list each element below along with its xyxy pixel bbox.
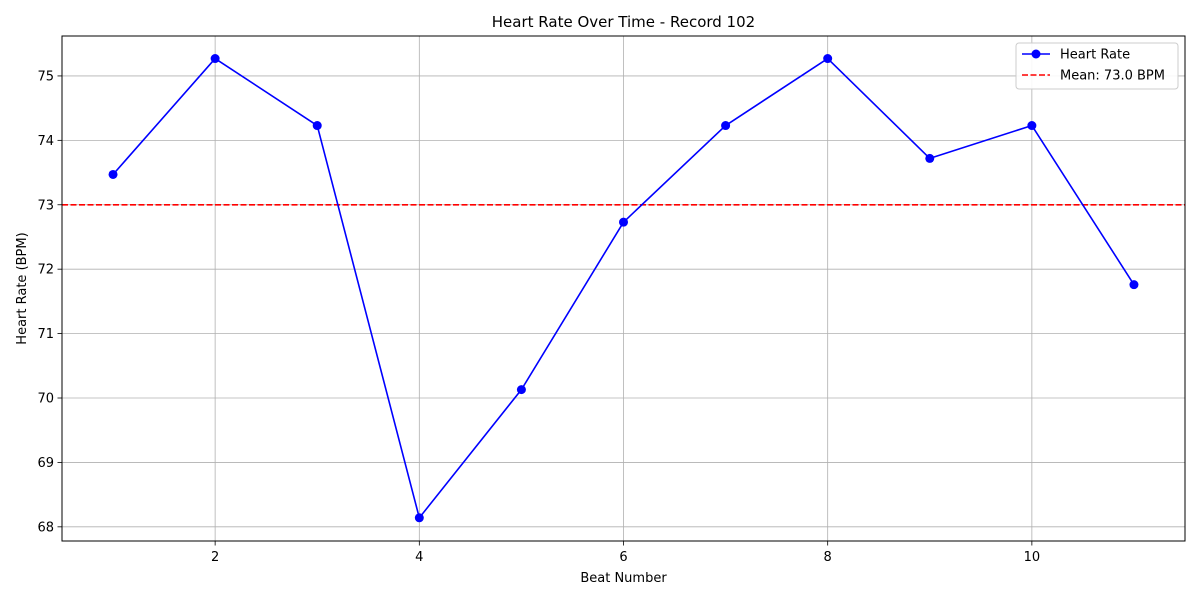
heart-rate-point [823, 54, 833, 64]
y-axis: 68 69 70 71 72 73 74 75 [37, 69, 62, 535]
heart-rate-point [108, 169, 118, 179]
legend: Heart Rate Mean: 73.0 BPM [1015, 42, 1179, 90]
y-tick-label: 71 [37, 327, 54, 342]
x-tick-label: 2 [211, 550, 219, 565]
legend-mean-label: Mean: 73.0 BPM [1060, 69, 1165, 84]
heart-rate-point [312, 121, 322, 131]
y-tick-label: 75 [37, 69, 54, 84]
plot-area [61, 35, 1186, 542]
x-axis: 2 4 6 8 10 [211, 541, 1040, 565]
heart-rate-point [925, 153, 935, 163]
y-tick-label: 68 [37, 520, 54, 535]
y-tick-label: 72 [37, 263, 54, 278]
x-tick-label: 4 [415, 550, 423, 565]
heart-rate-point [1129, 280, 1139, 290]
x-tick-label: 10 [1024, 550, 1041, 565]
heart-rate-point [210, 54, 220, 64]
y-tick-label: 73 [37, 198, 54, 213]
heart-rate-point [619, 217, 628, 227]
y-tick-label: 69 [37, 456, 54, 471]
heart-rate-point [721, 121, 731, 131]
heart-rate-point [414, 513, 424, 523]
x-axis-label: Beat Number [580, 571, 667, 586]
y-axis-label: Heart Rate (BPM) [15, 232, 30, 344]
y-tick-label: 74 [37, 134, 54, 149]
legend-series-marker [1031, 49, 1041, 59]
y-tick-label: 70 [37, 392, 54, 407]
heart-rate-point [1027, 121, 1037, 131]
x-tick-label: 6 [619, 550, 627, 565]
heart-rate-point [516, 385, 526, 395]
legend-box [1015, 42, 1179, 90]
chart-title: Heart Rate Over Time - Record 102 [492, 13, 755, 31]
legend-series-label: Heart Rate [1060, 48, 1130, 63]
data-points [108, 54, 1139, 523]
x-tick-label: 8 [824, 550, 832, 565]
